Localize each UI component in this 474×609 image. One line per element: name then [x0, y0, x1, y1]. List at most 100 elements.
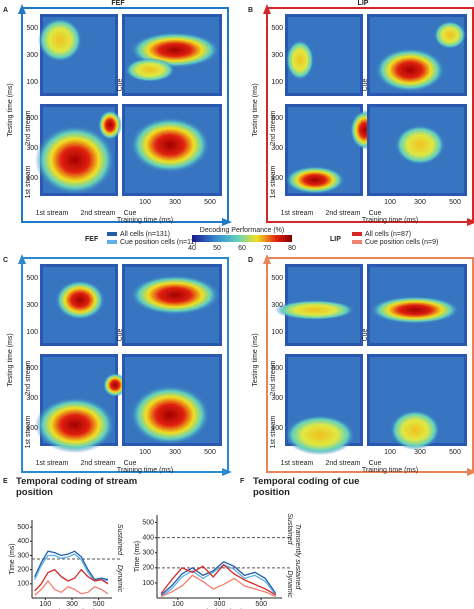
x-tick-label: 300: [414, 449, 426, 456]
col-label: 1st stream: [281, 210, 314, 217]
x-tick-label: 300: [66, 601, 78, 608]
row-label: Cue: [117, 78, 124, 91]
legend-entry: Cue position cells (n=11): [120, 239, 197, 246]
frame: [21, 257, 229, 473]
y-tick-label: 500: [271, 365, 283, 372]
colorbar: [192, 235, 292, 242]
arrow: [263, 254, 271, 264]
line: [34, 550, 109, 581]
col-label: 2nd stream: [325, 210, 360, 217]
x-tick-label: 500: [255, 601, 267, 608]
col-label: Cue: [124, 460, 137, 467]
y-tick-label: 300: [26, 302, 38, 309]
x-tick-label: 100: [39, 601, 51, 608]
col-label: 2nd stream: [80, 210, 115, 217]
heatmap-blob: [125, 58, 175, 82]
annotation: Sustained: [116, 524, 123, 556]
y-tick-label: 300: [271, 395, 283, 402]
y-axis-label: Testing time (ms): [7, 83, 14, 136]
line: [34, 579, 109, 596]
row-label: 2nd stream: [25, 360, 32, 395]
y-tick-label: 200: [142, 565, 154, 572]
y-tick-label: 400: [17, 538, 29, 545]
heatmap-blob: [98, 110, 122, 140]
heatmap-blob: [286, 40, 314, 80]
heatmap-blob: [370, 296, 460, 324]
heatmap-blob: [395, 125, 445, 165]
y-tick-label: 100: [271, 329, 283, 336]
y-tick-label: 300: [26, 395, 38, 402]
y-tick-label: 500: [26, 275, 38, 282]
colorbar-tick: 70: [263, 245, 271, 252]
arrow: [18, 254, 26, 264]
x-axis-label: Training time (ms): [362, 217, 418, 224]
y-tick-label: 500: [271, 275, 283, 282]
arrow: [263, 4, 271, 14]
heatmap-blob: [285, 166, 345, 194]
y-tick-label: 500: [271, 115, 283, 122]
row-label: Cue: [362, 328, 369, 341]
y-tick-label: 500: [26, 115, 38, 122]
annotation: Transiently sustained: [294, 524, 301, 591]
y-tick-label: 100: [142, 580, 154, 587]
annotation: Sustained: [286, 513, 293, 545]
area-title: LIP: [358, 0, 369, 7]
arrow: [467, 218, 474, 226]
y-tick-label: 100: [271, 425, 283, 432]
heatmap-blob: [130, 117, 210, 173]
x-tick-label: 100: [139, 199, 151, 206]
legend-entry: All cells (n=131): [120, 231, 170, 238]
col-label: 1st stream: [281, 460, 314, 467]
y-tick-label: 200: [17, 566, 29, 573]
col-label: Cue: [369, 210, 382, 217]
col-label: 1st stream: [36, 460, 69, 467]
x-tick-label: 300: [169, 449, 181, 456]
panel-letter: A: [3, 7, 8, 14]
colorbar-tick: 80: [288, 245, 296, 252]
panel-letter: D: [248, 257, 253, 264]
col-label: 1st stream: [36, 210, 69, 217]
legend-swatch: [107, 232, 117, 236]
legend-swatch: [107, 240, 117, 244]
frame: [21, 7, 229, 223]
legend-entry: Cue position cells (n=9): [365, 239, 438, 246]
x-tick-label: 500: [204, 449, 216, 456]
arrow: [467, 468, 474, 476]
heatmap-blob: [390, 410, 440, 450]
x-tick-label: 100: [384, 449, 396, 456]
chart-title: Temporal coding of cue position: [253, 476, 360, 498]
line: [160, 561, 277, 596]
heatmap-blob: [130, 385, 210, 445]
x-axis-label: Training time (ms): [117, 467, 173, 474]
x-tick-label: 500: [204, 199, 216, 206]
y-tick-label: 100: [271, 79, 283, 86]
y-tick-label: 300: [271, 302, 283, 309]
y-tick-label: 500: [271, 25, 283, 32]
y-tick-label: 100: [17, 581, 29, 588]
frame: [266, 257, 474, 473]
chart-title: Temporal coding of stream position: [16, 476, 138, 498]
row-label: Cue: [117, 328, 124, 341]
y-axis-label: Time (ms): [134, 541, 141, 572]
col-label: Cue: [369, 460, 382, 467]
x-tick-label: 300: [169, 199, 181, 206]
line: [160, 574, 277, 598]
heatmap-blob: [434, 21, 466, 49]
heatmap-blob: [38, 18, 82, 62]
y-axis-label: Testing time (ms): [252, 333, 259, 386]
heatmap-blob: [103, 373, 127, 397]
col-label: 2nd stream: [80, 460, 115, 467]
y-tick-label: 500: [26, 365, 38, 372]
x-tick-label: 500: [449, 449, 461, 456]
x-tick-label: 500: [449, 199, 461, 206]
panel-letter: C: [3, 257, 8, 264]
y-tick-label: 300: [26, 52, 38, 59]
panel-letter: F: [240, 478, 245, 485]
arrow: [222, 468, 232, 476]
heatmap-blob: [130, 275, 220, 315]
colorbar-tick: 50: [213, 245, 221, 252]
